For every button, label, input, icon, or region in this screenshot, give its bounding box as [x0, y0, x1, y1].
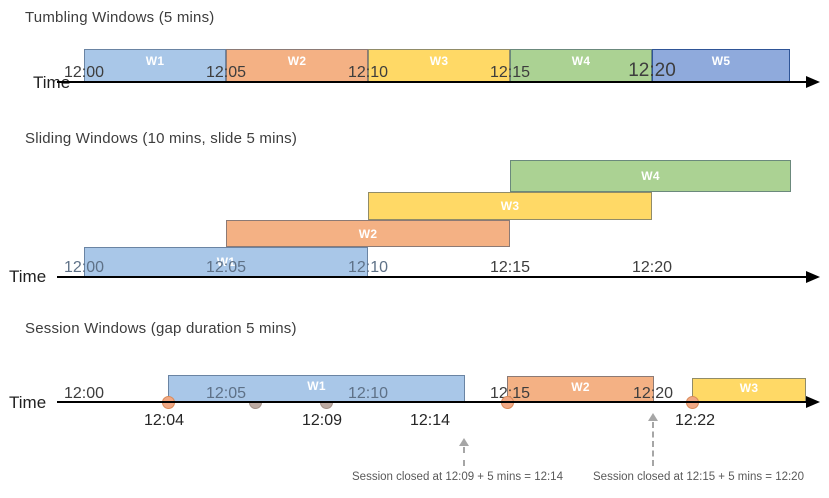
tumbling-window-w2: W2 [226, 49, 368, 82]
session-close-arrow-icon [648, 413, 658, 421]
tick-label: 12:20 [631, 259, 673, 276]
session-close-arrow-line [463, 447, 465, 466]
sliding-window-w1: W1 [84, 247, 368, 277]
window-label: W1 [216, 255, 236, 269]
session-axis-arrowhead-icon [806, 396, 820, 408]
tick-label: 12:10 [347, 259, 389, 276]
window-label: W2 [287, 54, 307, 68]
window-label: W2 [571, 380, 590, 394]
tumbling-window-w5: W5 [652, 49, 790, 82]
session-window-w1: W1 [168, 375, 465, 403]
tick-label: 12:10 [347, 64, 389, 81]
tick-label: 12:05 [205, 385, 247, 402]
tick-label: 12:20 [628, 60, 676, 81]
window-label: W3 [429, 54, 449, 68]
session-time-axis [57, 401, 808, 403]
tick-label: 12:20 [632, 385, 674, 402]
session-close-annotation: Session closed at 12:09 + 5 mins = 12:14 [352, 471, 563, 483]
sliding-window-w2: W2 [226, 220, 510, 247]
tick-label: 12:00 [63, 385, 105, 402]
sliding-time-axis [57, 276, 808, 278]
tumbling-section-title: Tumbling Windows (5 mins) [25, 9, 215, 26]
session-close-annotation: Session closed at 12:15 + 5 mins = 12:20 [593, 471, 804, 483]
event-time-label: 12:14 [409, 412, 451, 429]
sliding-time-axis-label: Time [9, 267, 47, 286]
session-window-w3: W3 [692, 378, 806, 403]
sliding-axis-arrowhead-icon [806, 271, 820, 283]
tumbling-window-w4: W4 [510, 49, 652, 82]
sliding-window-w4: W4 [510, 160, 791, 192]
session-close-arrow-line [652, 422, 654, 466]
session-section-title: Session Windows (gap duration 5 mins) [25, 320, 297, 337]
sliding-section-title: Sliding Windows (10 mins, slide 5 mins) [25, 130, 298, 147]
tick-label: 12:15 [489, 385, 531, 402]
event-time-label: 12:04 [143, 412, 185, 429]
event-time-label: 12:22 [674, 412, 716, 429]
tick-label: 12:15 [489, 64, 531, 81]
tick-label: 12:05 [205, 64, 247, 81]
tick-label: 12:05 [205, 259, 247, 276]
tick-label: 12:15 [489, 259, 531, 276]
tick-label: 12:00 [63, 259, 105, 276]
tumbling-time-axis-label: Time [33, 73, 71, 92]
window-label: W4 [641, 169, 660, 183]
tumbling-time-axis [57, 81, 808, 83]
window-label: W4 [571, 54, 591, 68]
tumbling-axis-arrowhead-icon [806, 76, 820, 88]
window-label: W2 [358, 226, 378, 241]
sliding-window-w3: W3 [368, 192, 652, 220]
window-label: W1 [145, 54, 165, 68]
window-label: W3 [739, 381, 759, 395]
tick-label: 12:10 [347, 385, 389, 402]
event-time-label: 12:09 [301, 412, 343, 429]
session-time-axis-label: Time [9, 393, 47, 412]
window-label: W1 [307, 379, 326, 393]
window-label: W5 [711, 54, 731, 68]
session-close-arrow-icon [459, 438, 469, 446]
tick-label: 12:00 [63, 64, 105, 81]
window-label: W3 [500, 199, 520, 213]
